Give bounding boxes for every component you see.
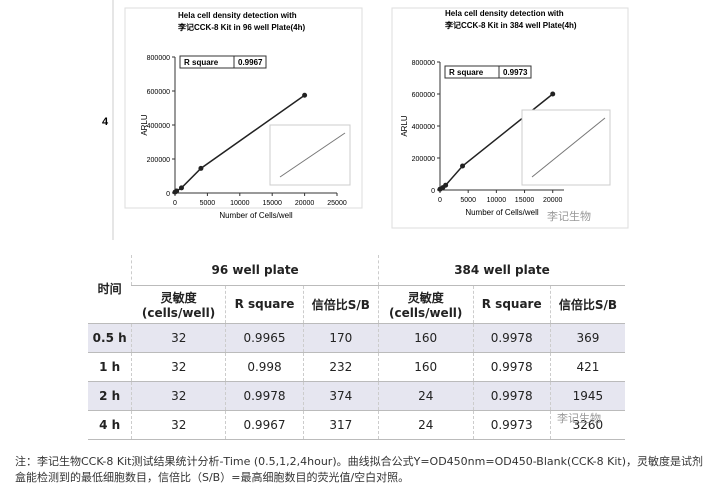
stat-label: R square — [184, 58, 219, 67]
table-row: 灵敏度 (cells/well) R square 信倍比S/B 灵敏度 (cells… — [88, 285, 625, 324]
table-cell: 384 well plate — [377, 255, 625, 286]
x-tick-label: 20000 — [295, 200, 315, 207]
x-tick-label: 0 — [173, 200, 177, 207]
y-tick-label: 600000 — [147, 89, 170, 96]
table-cell: 0.998 — [225, 352, 304, 382]
table-cell: 信倍比S/B — [302, 285, 379, 324]
data-point — [174, 188, 180, 194]
table-cell: 0.5 h — [88, 323, 132, 353]
table-row: 0.5 h 32 0.9965 170 160 0.9978 369 — [88, 323, 625, 353]
x-tick-label: 15000 — [262, 200, 282, 207]
x-tick-label: 10000 — [487, 197, 507, 204]
data-point — [178, 185, 184, 191]
table-cell: 灵敏度 (cells/well) — [377, 285, 474, 324]
y-tick-label: 800000 — [412, 60, 435, 67]
table-cell: R square — [472, 285, 551, 324]
table-cell: 灵敏度 (cells/well) — [131, 285, 226, 324]
table-row: 时间 96 well plate 384 well plate — [88, 255, 625, 324]
results-table: 时间 96 well plate 384 well plate 灵敏度 (cells/… — [88, 255, 625, 440]
y-tick-label: 400000 — [412, 124, 435, 131]
table-cell: R square — [225, 285, 304, 324]
table-cell: 0.9965 — [225, 323, 304, 353]
chart-frame — [124, 7, 363, 209]
table-cell: 0.9973 — [472, 410, 551, 440]
inset-frame — [521, 109, 611, 186]
data-point — [198, 165, 204, 171]
data-point — [443, 182, 449, 188]
table-cell: 32 — [131, 410, 226, 440]
stat-value: 0.9967 — [238, 58, 263, 67]
table-cell: 32 — [131, 323, 226, 353]
y-tick-label: 0 — [166, 191, 170, 198]
table-cell: 160 — [377, 352, 474, 382]
table-cell: 3260 — [549, 410, 625, 440]
table-cell: 317 — [302, 410, 379, 440]
x-tick-label: 10000 — [230, 200, 250, 207]
table-cell: 信倍比S/B — [549, 285, 625, 324]
table-cell: 232 — [302, 352, 379, 382]
table-cell: 24 — [377, 381, 474, 411]
y-tick-label: 800000 — [147, 55, 170, 62]
table-cell: 24 — [377, 410, 474, 440]
table-cell: 96 well plate — [131, 255, 379, 286]
x-tick-label: 0 — [438, 197, 442, 204]
table-cell: 0.9978 — [472, 323, 551, 353]
x-axis-label: Number of Cells/well — [219, 211, 293, 220]
inset-line — [279, 132, 346, 178]
chart-title: Hela cell density detection with — [445, 9, 564, 18]
chart-title: 李记CCK-8 Kit in 384 well Plate(4h) — [444, 20, 577, 30]
table-cell: 1 h — [88, 352, 132, 382]
x-tick-label: 20000 — [543, 197, 563, 204]
table-cell: 369 — [549, 323, 625, 353]
table-cell: 时间 — [88, 255, 132, 324]
x-axis-label: Number of Cells/well — [465, 208, 539, 217]
table-cell: 421 — [549, 352, 625, 382]
y-tick-label: 400000 — [147, 123, 170, 130]
y-axis-label: ARLU — [400, 115, 409, 137]
stat-box — [179, 55, 267, 69]
note: 注：李记生物CCK-8 Kit测试结果统计分析-Time (0.5,1,2,4h… — [15, 455, 704, 484]
y-tick-label: 600000 — [412, 92, 435, 99]
table-cell: 0.9978 — [472, 352, 551, 382]
table-row: 4 h 32 0.9967 317 24 0.9973 3260 — [88, 410, 625, 440]
stat-label: R square — [449, 68, 484, 77]
table-cell: 170 — [302, 323, 379, 353]
data-point — [460, 163, 466, 169]
inset-line — [531, 117, 606, 178]
data-point — [302, 92, 308, 98]
chart-title: Hela cell density detection with — [178, 11, 297, 20]
x-tick-label: 5000 — [460, 197, 476, 204]
table-cell: 374 — [302, 381, 379, 411]
x-tick-label: 15000 — [515, 197, 535, 204]
y-tick-label: 0 — [431, 188, 435, 195]
y-tick-label: 200000 — [147, 157, 170, 164]
stat-box — [444, 65, 532, 79]
watermark: 李记生物 — [547, 210, 591, 223]
table-cell: 2 h — [88, 381, 132, 411]
table-cell: 32 — [131, 352, 226, 382]
chart-frame — [391, 7, 629, 229]
table-cell: 0.9967 — [225, 410, 304, 440]
table-cell: 0.9978 — [225, 381, 304, 411]
table-row: 2 h 32 0.9978 374 24 0.9978 1945 — [88, 381, 625, 411]
x-tick-label: 25000 — [327, 200, 347, 207]
table-row: 1 h 32 0.998 232 160 0.9978 421 — [88, 352, 625, 382]
x-tick-label: 5000 — [200, 200, 216, 207]
y-tick-label: 200000 — [412, 156, 435, 163]
table-cell: 1945 — [549, 381, 625, 411]
table-cell: 160 — [377, 323, 474, 353]
y-axis-label: ARLU — [140, 114, 149, 136]
stat-value: 0.9973 — [503, 68, 528, 77]
charts-area: 4 Hela cell density detection with 李记CCK-… — [102, 0, 629, 240]
watermark: 李记生物 — [557, 412, 601, 425]
table-cell: 0.9978 — [472, 381, 551, 411]
data-point — [550, 91, 556, 97]
row-label: 4 — [102, 116, 109, 128]
chart-title: 李记CCK-8 Kit in 96 well Plate(4h) — [177, 22, 305, 32]
table-cell: 32 — [131, 381, 226, 411]
table-cell: 4 h — [88, 410, 132, 440]
